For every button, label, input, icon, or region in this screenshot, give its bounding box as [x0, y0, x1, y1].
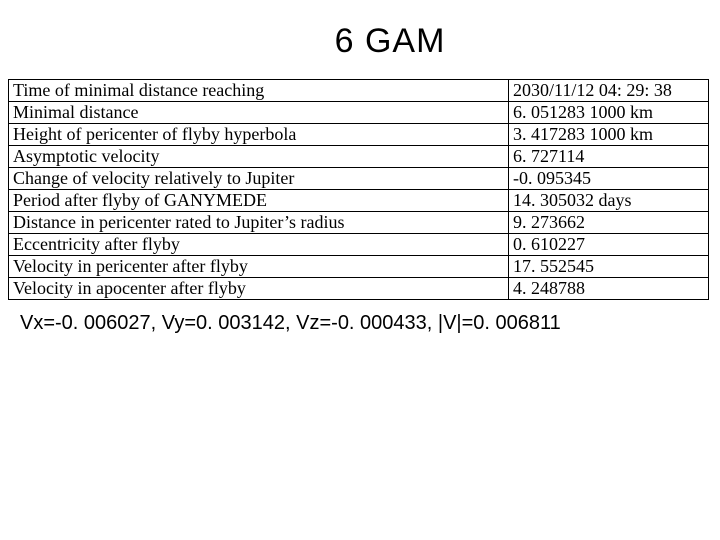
param-label: Velocity in pericenter after flyby — [9, 256, 509, 278]
param-value: 6. 727114 — [509, 146, 709, 168]
table-row: Change of velocity relatively to Jupiter… — [9, 168, 709, 190]
param-label: Period after flyby of GANYMEDE — [9, 190, 509, 212]
table-row: Minimal distance 6. 051283 1000 km — [9, 102, 709, 124]
table-row: Velocity in pericenter after flyby 17. 5… — [9, 256, 709, 278]
table-row: Time of minimal distance reaching 2030/1… — [9, 80, 709, 102]
param-label: Eccentricity after flyby — [9, 234, 509, 256]
param-value: 17. 552545 — [509, 256, 709, 278]
param-value: 3. 417283 1000 km — [509, 124, 709, 146]
table-row: Period after flyby of GANYMEDE 14. 30503… — [9, 190, 709, 212]
table-row: Velocity in apocenter after flyby 4. 248… — [9, 278, 709, 300]
param-label: Height of pericenter of flyby hyperbola — [9, 124, 509, 146]
slide: 6 GAM Time of minimal distance reaching … — [0, 0, 720, 540]
velocity-summary: Vx=-0. 006027, Vy=0. 003142, Vz=-0. 0004… — [0, 300, 720, 335]
parameter-table: Time of minimal distance reaching 2030/1… — [8, 79, 709, 300]
page-title: 6 GAM — [0, 0, 720, 79]
table-row: Height of pericenter of flyby hyperbola … — [9, 124, 709, 146]
table-row: Asymptotic velocity 6. 727114 — [9, 146, 709, 168]
param-label: Asymptotic velocity — [9, 146, 509, 168]
param-label: Minimal distance — [9, 102, 509, 124]
param-label: Distance in pericenter rated to Jupiter’… — [9, 212, 509, 234]
table-row: Distance in pericenter rated to Jupiter’… — [9, 212, 709, 234]
param-value: -0. 095345 — [509, 168, 709, 190]
param-value: 14. 305032 days — [509, 190, 709, 212]
param-value: 4. 248788 — [509, 278, 709, 300]
param-label: Change of velocity relatively to Jupiter — [9, 168, 509, 190]
param-value: 2030/11/12 04: 29: 38 — [509, 80, 709, 102]
param-value: 0. 610227 — [509, 234, 709, 256]
table-row: Eccentricity after flyby 0. 610227 — [9, 234, 709, 256]
param-label: Time of minimal distance reaching — [9, 80, 509, 102]
param-value: 6. 051283 1000 km — [509, 102, 709, 124]
param-value: 9. 273662 — [509, 212, 709, 234]
param-label: Velocity in apocenter after flyby — [9, 278, 509, 300]
